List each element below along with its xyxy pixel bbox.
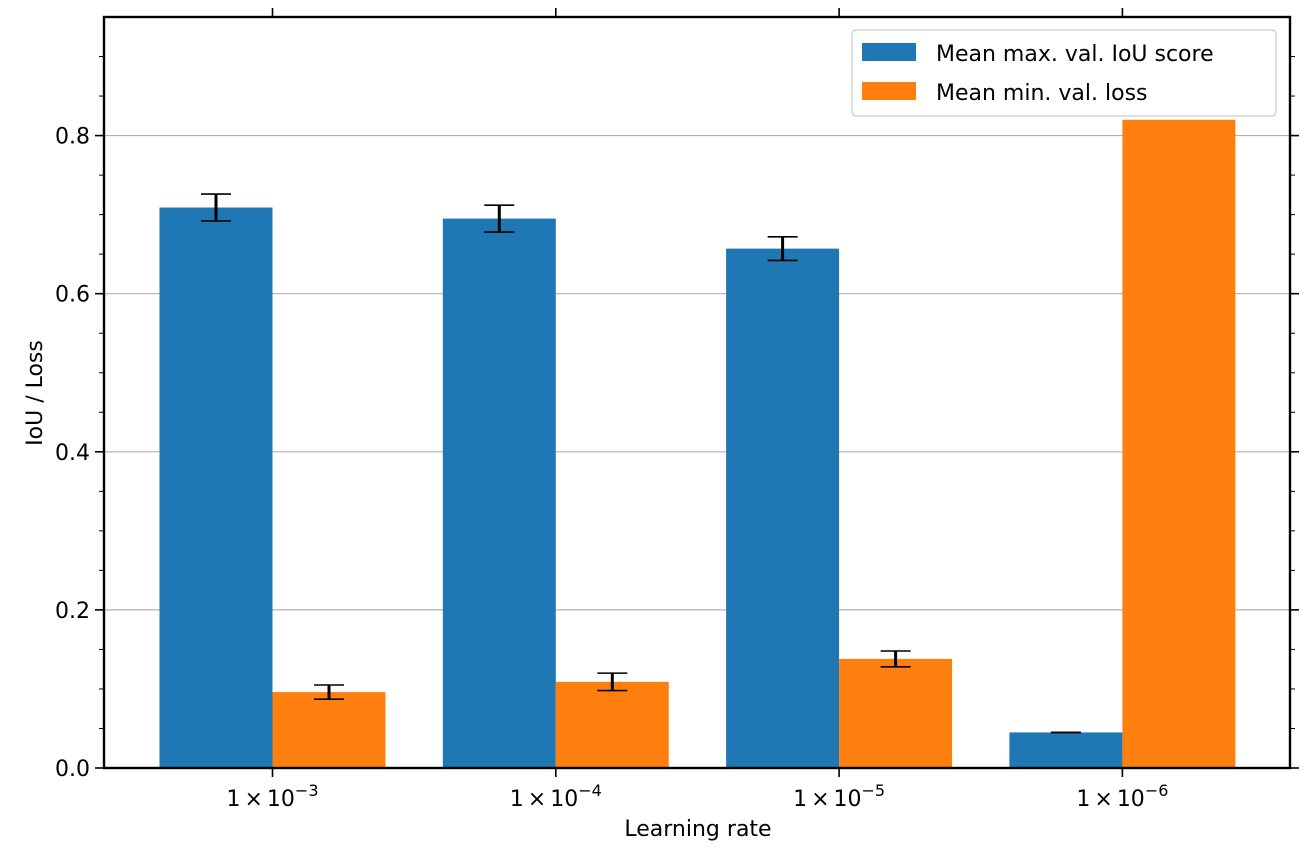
legend-swatch-loss — [862, 82, 916, 100]
y-tick-label: 0.0 — [55, 757, 90, 782]
bar-loss-1 — [555, 681, 669, 768]
x-tick-label: 1 × 10−5 — [793, 781, 885, 812]
y-tick-label: 0.6 — [55, 283, 90, 308]
bar-iou-1 — [442, 218, 556, 768]
grid-lines — [104, 134, 1290, 611]
x-axis-label: Learning rate — [624, 817, 771, 842]
legend-swatch-iou — [862, 43, 916, 61]
x-tick-label: 1 × 10−3 — [226, 781, 318, 812]
legend: Mean max. val. IoU score Mean min. val. … — [851, 29, 1277, 117]
axes-frame — [102, 15, 1292, 770]
y-tick-label: 0.4 — [55, 441, 90, 466]
bar-loss-0 — [272, 692, 386, 768]
legend-frame — [851, 29, 1277, 117]
bar-loss-3 — [1122, 119, 1236, 768]
x-tick-label: 1 × 10−6 — [1076, 781, 1168, 812]
y-axis-label: IoU / Loss — [23, 340, 48, 446]
axes — [102, 15, 1292, 770]
bars — [159, 119, 1236, 768]
bar-iou-0 — [159, 207, 273, 768]
y-tick-label: 0.8 — [55, 125, 90, 150]
bar-iou-2 — [726, 248, 840, 768]
bar-iou-3 — [1009, 732, 1123, 768]
bar-loss-2 — [839, 658, 953, 768]
x-tick-label: 1 × 10−4 — [510, 781, 602, 812]
ticks: 0.0 0.2 0.4 0.6 0.8 1 × 10−3 1 × 10−4 1 × 10−5 1 × 10−6 — [55, 8, 1299, 812]
legend-label-loss: Mean min. val. loss — [936, 81, 1148, 106]
error-bars — [201, 193, 1081, 734]
legend-label-iou: Mean max. val. IoU score — [936, 42, 1214, 67]
y-tick-label: 0.2 — [55, 599, 90, 624]
